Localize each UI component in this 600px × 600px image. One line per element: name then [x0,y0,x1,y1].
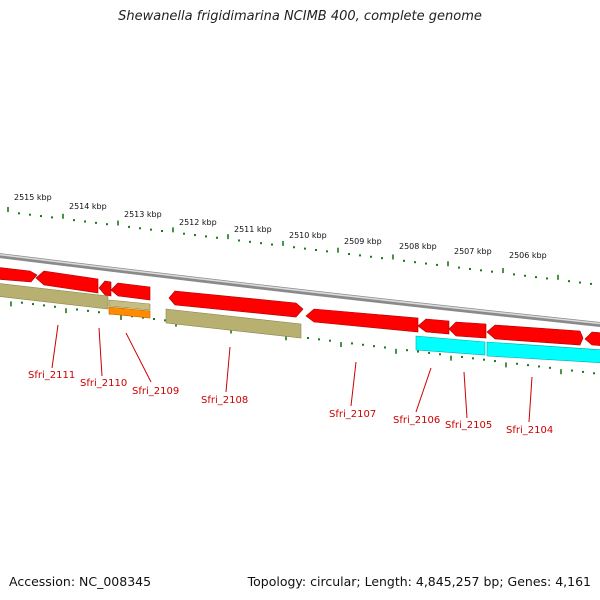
gene-block-khaki[interactable] [108,299,151,311]
genome-backbone-highlight [0,253,600,325]
ruler-label-2507: 2507 kbp [454,247,492,256]
gene-arrow[interactable] [0,267,38,283]
gene-arrow[interactable] [35,270,99,294]
accession-text: Accession: NC_008345 [9,574,152,589]
leader-line [98,327,103,377]
gene-track-red [0,267,600,346]
ruler-label-2508: 2508 kbp [399,242,437,251]
gene-label-sfri-2104[interactable]: Sfri_2104 [506,425,553,436]
gene-arrow[interactable] [110,282,151,301]
gene-label-sfri-2108[interactable]: Sfri_2108 [201,395,248,406]
ruler-label-2510: 2510 kbp [289,231,327,240]
gene-label-sfri-2109[interactable]: Sfri_2109 [132,386,179,397]
gene-labels: Sfri_2111 Sfri_2110 Sfri_2109 Sfri_2108 … [28,370,553,436]
ruler-labels: 2515 kbp 2514 kbp 2513 kbp 2512 kbp 2511… [14,193,547,260]
gene-label-sfri-2111[interactable]: Sfri_2111 [28,370,75,381]
gene-arrow[interactable] [305,308,419,333]
genome-backbone [0,253,600,327]
gene-block-khaki[interactable] [165,308,302,339]
leader-line [528,376,533,423]
leader-line [350,361,357,407]
ruler-label-2513: 2513 kbp [124,210,162,219]
gene-arrow[interactable] [168,290,304,318]
gene-label-sfri-2107[interactable]: Sfri_2107 [329,409,376,420]
gene-arrow[interactable] [417,318,450,335]
gene-label-sfri-2105[interactable]: Sfri_2105 [445,420,492,431]
gene-label-leaders [51,324,533,423]
leader-line [225,346,231,393]
gene-block-cyan[interactable] [486,341,600,364]
gene-block-cyan[interactable] [415,335,486,356]
leader-line [125,332,152,383]
ruler-label-2509: 2509 kbp [344,237,382,246]
gene-arrow[interactable] [448,321,487,339]
ruler-label-2506: 2506 kbp [509,251,547,260]
ruler-label-2514: 2514 kbp [69,202,107,211]
leader-line [51,324,59,369]
gene-block-orange[interactable] [108,306,151,319]
ruler-label-2515: 2515 kbp [14,193,52,202]
gene-arrow[interactable] [584,331,600,346]
gene-track-lower [0,283,600,364]
ruler-label-2511: 2511 kbp [234,225,272,234]
leader-line [463,371,468,419]
gene-arrow[interactable] [98,280,112,297]
gene-block-khaki[interactable] [0,283,109,310]
gene-label-sfri-2110[interactable]: Sfri_2110 [80,378,127,389]
leader-line [415,367,432,413]
genome-title: Shewanella frigidimarina NCIMB 400, comp… [118,9,482,24]
genome-summary-text: Topology: circular; Length: 4,845,257 bp… [247,574,591,589]
gene-arrow[interactable] [486,324,584,346]
ruler-label-2512: 2512 kbp [179,218,217,227]
gene-label-sfri-2106[interactable]: Sfri_2106 [393,415,440,426]
ruler-tick-row [7,206,592,285]
